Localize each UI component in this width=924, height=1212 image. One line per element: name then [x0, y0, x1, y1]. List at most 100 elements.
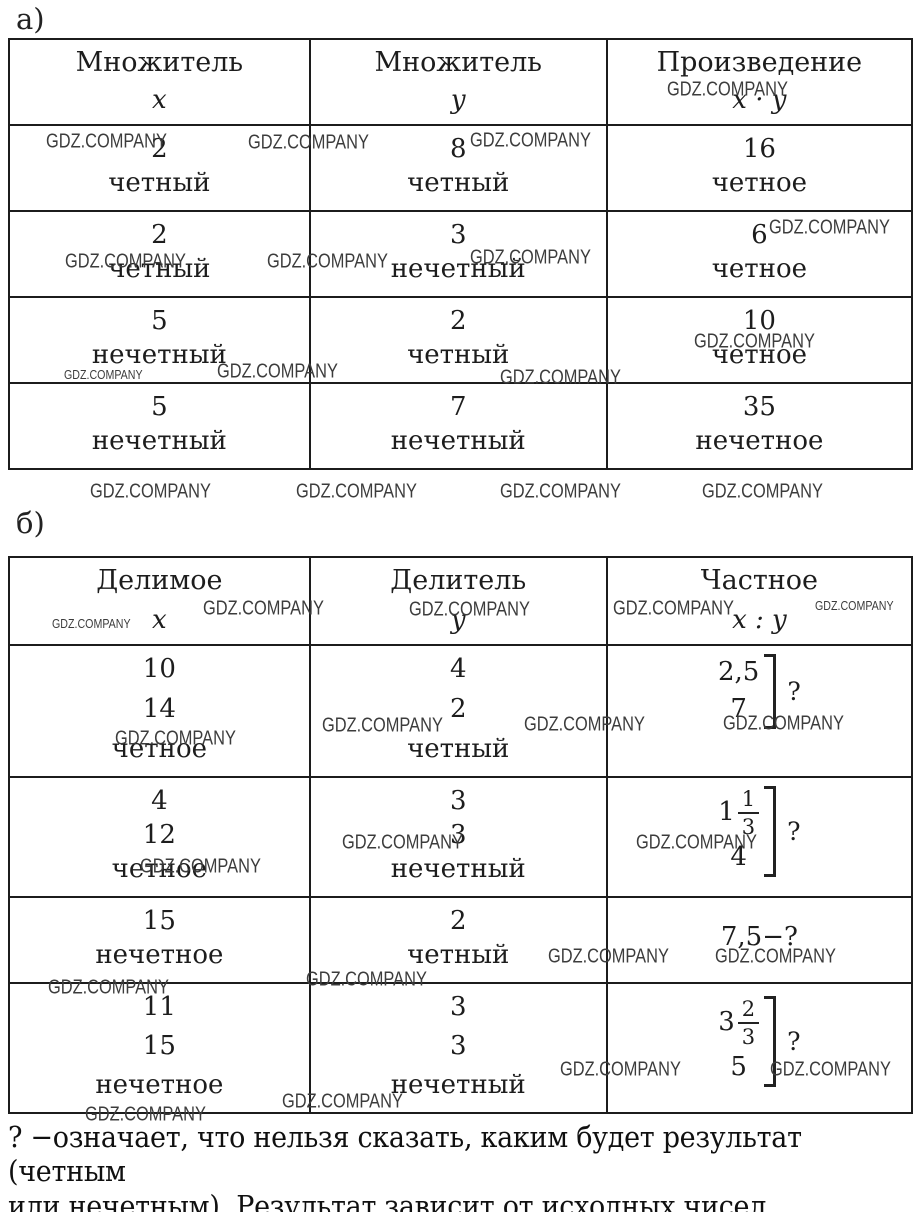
- quotient-value: 4: [730, 842, 747, 873]
- value: 2: [151, 220, 168, 250]
- parity: четный: [108, 254, 211, 285]
- value: 15: [142, 906, 176, 936]
- quotient-value: 2,5: [718, 657, 760, 687]
- bracketed-results: 2,5 7 ?: [718, 654, 801, 729]
- parity: нечетный: [390, 254, 526, 285]
- watermark: GDZ.COMPANY: [248, 131, 369, 154]
- value: 8: [449, 134, 467, 164]
- watermark: GDZ.COMPANY: [90, 480, 211, 503]
- value: 3: [449, 820, 467, 851]
- parity: четное: [711, 340, 808, 371]
- parity: четный: [407, 734, 510, 765]
- watermark: GDZ.COMPANY: [267, 250, 388, 273]
- header-multiplier-x: Множитель x: [8, 38, 311, 126]
- bracketed-results: 3 2 3 5 ?: [718, 996, 801, 1087]
- cell-product: 35 нечетное: [605, 382, 914, 470]
- value: 35: [742, 392, 776, 422]
- value: 3: [449, 220, 467, 250]
- value: 4: [151, 786, 168, 816]
- parity: четное: [111, 734, 208, 765]
- footnote-line: ? −означает, что нельзя сказать, каким б…: [8, 1120, 802, 1188]
- header-divisor: Делитель y: [308, 556, 608, 646]
- watermark: GDZ.COMPANY: [667, 78, 788, 101]
- question-mark: ?: [787, 1026, 801, 1056]
- parity: четное: [111, 854, 208, 885]
- fraction: 1 3: [737, 788, 760, 840]
- value: 5: [151, 392, 168, 422]
- parity: четный: [407, 168, 510, 199]
- value: 7: [449, 392, 467, 422]
- watermark: GDZ.COMPANY: [702, 480, 823, 503]
- watermark: GDZ.COMPANY: [770, 1058, 891, 1081]
- watermark: GDZ.COMPANY: [140, 855, 261, 878]
- table-row: 5 нечетный 7 нечетный 35 нечетное: [8, 382, 914, 470]
- cell-x: 5 нечетный: [8, 382, 311, 470]
- footnote-line: или нечетным). Результат зависит от исхо…: [8, 1189, 775, 1212]
- quotient-value: 7: [730, 693, 747, 724]
- cell-y: 8 четный: [308, 124, 608, 212]
- header-variable: y: [450, 605, 466, 635]
- header-multiplier-y: Множитель y: [308, 38, 608, 126]
- parity: нечетный: [390, 854, 526, 885]
- watermark: GDZ.COMPANY: [815, 598, 894, 614]
- cell-x: 2 четный: [8, 124, 311, 212]
- header-title: Делитель: [390, 565, 527, 596]
- fraction: 2 3: [737, 998, 760, 1050]
- watermark: GDZ.COMPANY: [470, 246, 591, 269]
- question-mark: ?: [787, 816, 801, 846]
- parity: нечетное: [95, 1070, 224, 1101]
- numerator: 2: [737, 998, 760, 1025]
- parity: нечетный: [390, 1070, 526, 1101]
- parity: четный: [407, 940, 510, 971]
- denominator: 3: [741, 1025, 756, 1050]
- division-parity-table: Делимое x Делитель y Частное x : y 10: [8, 556, 914, 1114]
- question-mark: ?: [787, 676, 801, 706]
- mixed-fraction: 3 2 3: [718, 998, 760, 1050]
- cell-y: 2 четный: [308, 296, 608, 384]
- parity: четное: [711, 254, 808, 285]
- cell-quotient: 7,5−?: [605, 896, 914, 984]
- watermark: GDZ.COMPANY: [548, 945, 669, 968]
- watermark: GDZ.COMPANY: [282, 1090, 403, 1113]
- value: 3: [449, 992, 467, 1022]
- value: 10: [742, 306, 776, 336]
- cell-quotient: 1 1 3 4 ?: [605, 776, 914, 898]
- section-label-a: а): [16, 2, 45, 36]
- watermark: GDZ.COMPANY: [46, 130, 167, 153]
- value: 16: [742, 134, 776, 164]
- watermark: GDZ.COMPANY: [723, 712, 844, 735]
- watermark: GDZ.COMPANY: [217, 360, 338, 383]
- parity: нечетный: [390, 426, 526, 457]
- watermark: GDZ.COMPANY: [64, 367, 143, 383]
- watermark: GDZ.COMPANY: [769, 216, 890, 239]
- cell-y: 2 четный: [308, 896, 608, 984]
- watermark: GDZ.COMPANY: [409, 598, 530, 621]
- cell-y: 3 3 нечетный: [308, 776, 608, 898]
- watermark: GDZ.COMPANY: [203, 597, 324, 620]
- right-bracket: [764, 996, 777, 1087]
- value: 10: [142, 654, 176, 684]
- cell-x: 15 нечетное: [8, 896, 311, 984]
- watermark: GDZ.COMPANY: [115, 727, 236, 750]
- watermark: GDZ.COMPANY: [342, 831, 463, 854]
- value: 6: [751, 220, 768, 250]
- watermark: GDZ.COMPANY: [694, 330, 815, 353]
- table-row: 2 четный 3 нечетный 6 четное: [8, 210, 914, 298]
- parity: нечетный: [91, 426, 227, 457]
- watermark: GDZ.COMPANY: [85, 1103, 206, 1126]
- value: 3: [449, 1031, 467, 1062]
- value: 14: [142, 694, 176, 725]
- section-label-b: б): [16, 506, 45, 540]
- cell-x: 2 четный: [8, 210, 311, 298]
- cell-y: 4 2 четный: [308, 644, 608, 778]
- denominator: 3: [741, 815, 756, 840]
- right-bracket: [764, 786, 777, 877]
- watermark: GDZ.COMPANY: [306, 968, 427, 991]
- value: 5: [151, 306, 168, 336]
- watermark: GDZ.COMPANY: [500, 480, 621, 503]
- watermark: GDZ.COMPANY: [48, 976, 169, 999]
- table-row: 5 нечетный 2 четный 10 четное: [8, 296, 914, 384]
- numerator: 1: [737, 788, 760, 815]
- watermark: GDZ.COMPANY: [715, 945, 836, 968]
